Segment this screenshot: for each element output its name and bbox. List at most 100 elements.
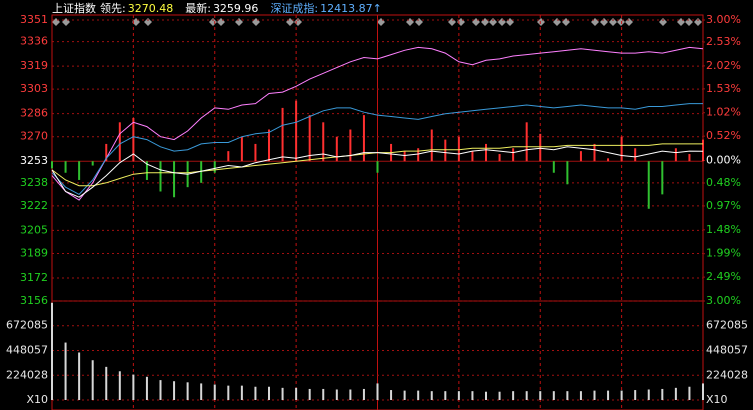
- pressure-bar: [647, 161, 650, 209]
- pressure-bar: [200, 161, 203, 183]
- pressure-bar: [254, 143, 257, 162]
- pressure-bar: [132, 117, 135, 162]
- volume-bar: [173, 381, 176, 400]
- y-tick-label: 3286: [20, 107, 48, 120]
- volume-bar: [702, 383, 704, 400]
- pressure-bar: [552, 161, 555, 173]
- y2-tick-label: 3.00%: [706, 294, 741, 307]
- y2-tick-label: 1.53%: [706, 82, 741, 95]
- pressure-bar: [579, 151, 582, 162]
- pressure-bar: [539, 133, 542, 162]
- pressure-bar: [593, 143, 596, 162]
- volume-bar: [240, 385, 243, 400]
- y2-tick-label: 2.49%: [706, 270, 741, 283]
- volume-bar: [607, 390, 610, 400]
- volume-tick-label: 672085: [6, 319, 48, 332]
- y-tick-label: 3336: [20, 35, 48, 48]
- volume-bar: [145, 376, 148, 400]
- volume-bar: [417, 390, 420, 400]
- pressure-bar: [105, 143, 108, 162]
- pressure-bar: [634, 148, 637, 162]
- volume-bar: [661, 388, 664, 400]
- price-line: [51, 46, 704, 201]
- pressure-bar: [702, 139, 704, 162]
- volume-bar: [457, 391, 460, 400]
- pressure-bar: [91, 161, 94, 166]
- pressure-bar: [607, 158, 610, 162]
- volume-bar: [444, 391, 447, 400]
- news-marker: [286, 18, 294, 26]
- volume-bar: [620, 390, 623, 400]
- info-value: 12413.87↑: [320, 2, 382, 15]
- y2-tick-label: 3.00%: [706, 13, 741, 26]
- pressure-bar: [213, 161, 216, 173]
- pressure-bar: [335, 136, 338, 162]
- volume-bar: [634, 390, 637, 400]
- y2-tick-label: 0.97%: [706, 199, 741, 212]
- volume-tick-label-right: 672085: [706, 319, 748, 332]
- news-marker: [235, 18, 243, 26]
- volume-bar: [349, 389, 352, 400]
- y2-tick-label: 1.99%: [706, 247, 741, 260]
- volume-bar: [566, 391, 569, 400]
- news-marker: [448, 18, 456, 26]
- pressure-bar: [322, 122, 325, 162]
- volume-bar: [539, 391, 542, 400]
- pressure-bar: [444, 139, 447, 162]
- info-label: 深证成指:: [270, 1, 318, 15]
- pressure-bar: [159, 161, 162, 192]
- volume-bar: [322, 388, 325, 400]
- news-marker: [144, 18, 152, 26]
- info-label: 最新:: [185, 1, 211, 15]
- volume-tick-label-right: X10: [706, 393, 728, 406]
- pressure-bar: [498, 154, 501, 162]
- news-marker: [294, 18, 302, 26]
- volume-bar: [403, 390, 406, 400]
- pressure-bar: [118, 122, 121, 162]
- volume-bar: [335, 389, 338, 400]
- volume-bar: [579, 391, 582, 400]
- volume-tick-label: 448057: [6, 343, 48, 356]
- volume-bar: [281, 387, 284, 400]
- y-tick-label: 3270: [20, 130, 48, 143]
- news-marker: [415, 18, 423, 26]
- news-marker: [489, 18, 497, 26]
- news-marker: [457, 18, 465, 26]
- pressure-bar: [525, 122, 528, 162]
- pressure-bar: [620, 136, 623, 162]
- volume-tick-label: X10: [26, 393, 48, 406]
- volume-bar: [295, 387, 298, 400]
- y-tick-label: 3238: [20, 176, 48, 189]
- info-value: 3259.96: [213, 2, 259, 15]
- news-marker: [677, 18, 685, 26]
- pressure-bar: [362, 115, 365, 162]
- volume-bar: [688, 386, 691, 400]
- pressure-bar: [376, 161, 379, 173]
- news-marker: [625, 18, 633, 26]
- y-tick-label: 3156: [20, 294, 48, 307]
- volume-bar: [390, 390, 393, 400]
- news-marker: [406, 18, 414, 26]
- info-label: 领先:: [100, 2, 126, 15]
- pressure-bar: [281, 107, 284, 162]
- pressure-bar: [308, 115, 311, 162]
- y-tick-label: 3253: [20, 154, 48, 167]
- y-tick-label: 3205: [20, 223, 48, 236]
- y2-tick-label: 2.53%: [706, 35, 741, 48]
- volume-bar: [213, 384, 216, 400]
- y-tick-label: 3319: [20, 59, 48, 72]
- volume-bar: [118, 371, 121, 400]
- pressure-bar: [688, 154, 691, 162]
- price-line: [51, 103, 703, 196]
- volume-bar: [105, 366, 108, 400]
- news-marker: [377, 18, 385, 26]
- pressure-bar: [227, 151, 230, 162]
- volume-bar: [362, 388, 365, 400]
- volume-bar: [64, 342, 67, 400]
- pressure-bar: [674, 148, 677, 162]
- news-marker: [217, 18, 225, 26]
- volume-bar: [268, 386, 270, 400]
- news-marker: [62, 18, 70, 26]
- pressure-bar: [457, 136, 460, 162]
